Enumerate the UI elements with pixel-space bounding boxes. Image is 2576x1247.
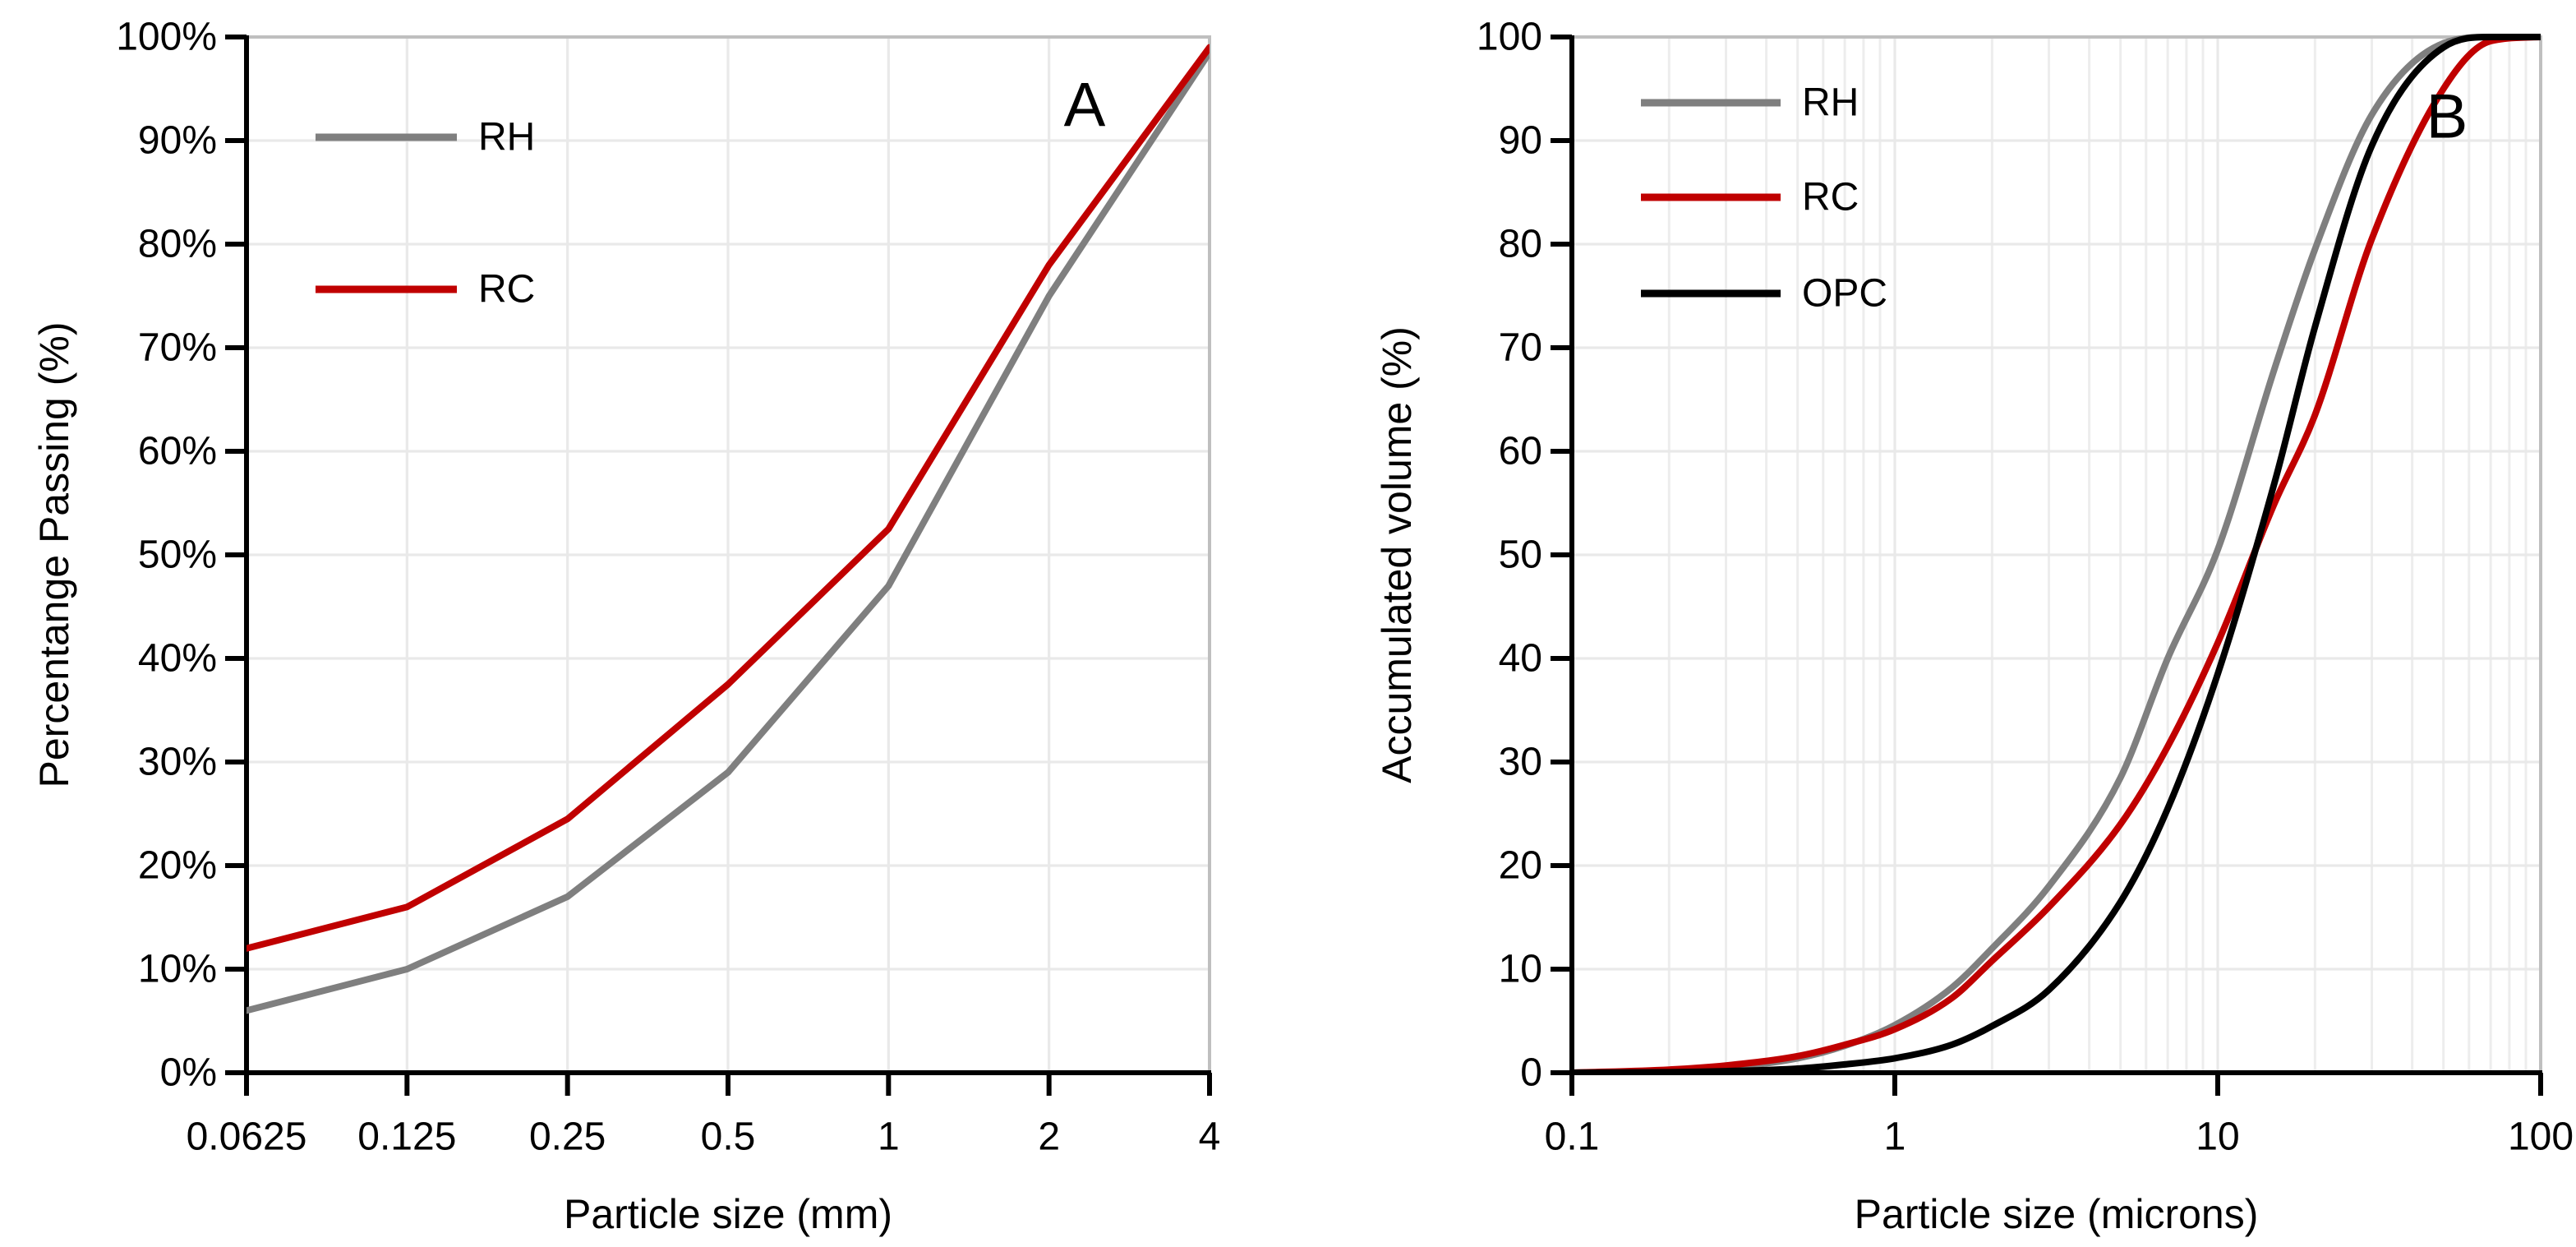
x-axis-title: Particle size (microns) (1855, 1191, 2259, 1237)
y-tick-label: 20 (1499, 844, 1542, 888)
legend: RH RC OPC (1641, 81, 1887, 316)
y-tick-label: 90% (138, 119, 217, 163)
x-tick-label: 4 (1199, 1115, 1221, 1159)
x-tick-label: 0.0625 (187, 1115, 307, 1159)
y-tick-label: 0 (1520, 1051, 1542, 1095)
legend-item-rc: RC (1641, 176, 1859, 219)
y-tick-label: 0% (160, 1051, 217, 1095)
y-tick-label: 100% (116, 16, 217, 59)
y-tick-label: 60 (1499, 430, 1542, 473)
x-tick-label: 0.25 (529, 1115, 606, 1159)
legend: RH RC (316, 116, 535, 312)
y-tick-label: 50 (1499, 533, 1542, 577)
legend-label: RH (478, 116, 535, 159)
x-tick-label: 0.5 (701, 1115, 756, 1159)
series-group (1572, 34, 2541, 1073)
y-tick-label: 100 (1477, 16, 1542, 59)
y-axis-title: Percentange Passing (%) (31, 322, 77, 788)
panel-A: RH RC 0% 10% 20% 30% 40% 50% 60% 70% 80% 90% 100% 0.0… (31, 16, 1220, 1238)
x-axis-title: Particle size (mm) (564, 1191, 892, 1237)
y-tick-label: 30 (1499, 741, 1542, 784)
y-tick-label: 40 (1499, 637, 1542, 681)
legend-item-opc: OPC (1641, 272, 1887, 316)
y-tick-label: 80 (1499, 223, 1542, 266)
axis-text: 0% 10% 20% 30% 40% 50% 60% 70% 80% 90% 100% 0.0625 0… (31, 16, 1220, 1238)
legend-item-rh: RH (1641, 81, 1859, 125)
y-tick-label: 70% (138, 326, 217, 370)
x-tick-label: 0.1 (1545, 1115, 1600, 1159)
x-tick-label: 100 (2508, 1115, 2574, 1159)
y-tick-label: 60% (138, 430, 217, 473)
series-rc-curve (247, 44, 1210, 952)
legend-label: RH (1802, 81, 1859, 125)
panel-letter-a: A (1064, 71, 1106, 141)
legend-label: OPC (1802, 272, 1887, 316)
y-tick-label: 20% (138, 844, 217, 888)
y-tick-label: 40% (138, 637, 217, 681)
x-tick-label: 1 (878, 1115, 900, 1159)
panel-letter-b: B (2426, 82, 2468, 152)
series-opc-curve (1572, 34, 2541, 1073)
legend-label: RC (478, 268, 535, 312)
y-tick-label: 90 (1499, 119, 1542, 163)
series-rh-curve (247, 48, 1210, 1014)
legend-label: RC (1802, 176, 1859, 219)
x-tick-label: 2 (1038, 1115, 1060, 1159)
y-tick-label: 10 (1499, 948, 1542, 991)
x-tick-label: 1 (1884, 1115, 1906, 1159)
series-rc-curve (1572, 34, 2541, 1073)
y-tick-label: 50% (138, 533, 217, 577)
y-tick-label: 70 (1499, 326, 1542, 370)
panel-B: RH RC OPC 0 10 20 30 40 50 60 70 80 90 100 0.1 1 10 100 Pa… (1374, 16, 2574, 1238)
y-tick-label: 80% (138, 223, 217, 266)
series-group (247, 44, 1210, 1014)
axis-text: 0 10 20 30 40 50 60 70 80 90 100 0.1 1 10 100 Particle … (1374, 16, 2574, 1238)
y-tick-label: 30% (138, 741, 217, 784)
y-tick-label: 10% (138, 948, 217, 991)
x-tick-label: 0.125 (357, 1115, 456, 1159)
y-axis-title: Accumulated volume (%) (1374, 326, 1420, 783)
axes (225, 35, 1212, 1096)
legend-item-rh: RH (316, 116, 535, 159)
legend-item-rc: RC (316, 268, 535, 312)
x-tick-label: 10 (2196, 1115, 2239, 1159)
